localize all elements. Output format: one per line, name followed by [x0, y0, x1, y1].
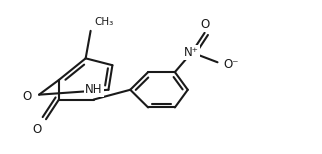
Text: CH₃: CH₃	[95, 17, 114, 27]
Text: O: O	[33, 123, 42, 136]
Text: NH: NH	[85, 83, 102, 96]
Text: O: O	[22, 90, 31, 103]
Text: N⁺: N⁺	[184, 46, 199, 59]
Text: O⁻: O⁻	[223, 58, 239, 71]
Text: O: O	[200, 18, 209, 31]
